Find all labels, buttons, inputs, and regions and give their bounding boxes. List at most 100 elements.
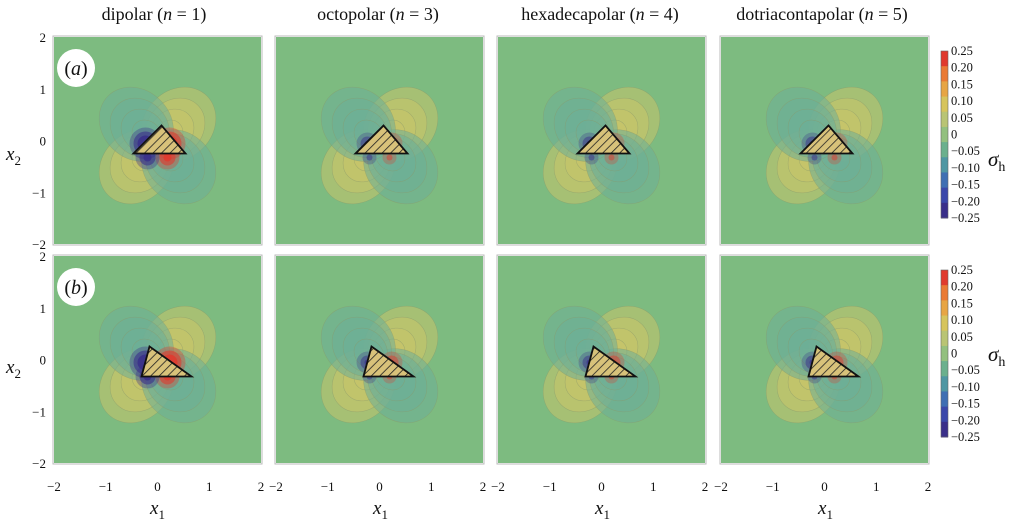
colorbar-tick-label: −0.05 xyxy=(951,144,980,158)
colorbar-tick-label: 0.05 xyxy=(951,111,973,125)
x-tick-label: 0 xyxy=(376,479,383,494)
colorbar-swatch xyxy=(941,330,948,347)
x-tick-label: 0 xyxy=(154,479,161,494)
inclusion-triangle xyxy=(575,124,632,155)
x-axis-label-1: x1 xyxy=(149,498,165,522)
colorbar-swatch xyxy=(941,361,948,377)
x-tick-label: 1 xyxy=(873,479,880,494)
y-tick-label: 2 xyxy=(40,249,47,264)
colorbar-swatch xyxy=(941,81,948,98)
x-tick-label: −2 xyxy=(491,479,505,494)
x-tick-label: −1 xyxy=(543,479,557,494)
x-tick-label: 0 xyxy=(598,479,605,494)
x-tick-label: 2 xyxy=(258,479,265,494)
panel-b-4 xyxy=(496,254,707,465)
panel-a-3 xyxy=(274,35,485,246)
x-tick-labels: −2 −1 0 1 2 −2 −1 0 1 2 −2 −1 0 1 2 −2 −1 0 1 2 xyxy=(47,479,931,494)
panel-b-5 xyxy=(719,254,930,465)
panel-a-1: (a) xyxy=(52,35,263,246)
y-tick-label: 2 xyxy=(40,30,47,45)
panel-label: (b) xyxy=(64,277,87,299)
column-title-1: dipolar (n = 1) xyxy=(102,4,207,25)
inclusion-triangle xyxy=(807,345,862,378)
colorbar-swatch xyxy=(941,111,948,128)
panels: (a) (b) xyxy=(52,35,930,465)
colorbar-tick-label: −0.10 xyxy=(951,380,980,394)
x-tick-label: 1 xyxy=(428,479,435,494)
colorbar-tick-label: 0.20 xyxy=(951,61,973,75)
x-tick-label: 2 xyxy=(925,479,932,494)
inclusion-triangle xyxy=(353,124,410,155)
y-tick-label: −2 xyxy=(32,456,46,471)
colorbar-swatch xyxy=(941,345,948,362)
x-tick-label: 2 xyxy=(702,479,709,494)
colorbar-swatch xyxy=(941,202,948,219)
column-titles: dipolar (n = 1) octopolar (n = 3) hexade… xyxy=(102,4,908,25)
colorbar-tick-label: −0.25 xyxy=(951,211,980,225)
colorbar-tick-label: 0.15 xyxy=(951,77,973,91)
colorbar-swatch xyxy=(941,96,948,113)
panel-a-4 xyxy=(496,35,707,246)
y-tick-label: 1 xyxy=(40,301,47,316)
colorbar-tick-label: −0.15 xyxy=(951,397,980,411)
colorbar-tick-label: 0.20 xyxy=(951,280,973,294)
y-tick-label: −2 xyxy=(32,237,46,252)
x-tick-label: 1 xyxy=(206,479,213,494)
colorbar-tick-label: 0.15 xyxy=(951,296,973,310)
x-tick-label: −1 xyxy=(99,479,113,494)
inclusion-triangle xyxy=(584,345,639,378)
colorbar-tick-label: 0.10 xyxy=(951,94,973,108)
colorbar-tick-label: −0.20 xyxy=(951,194,980,208)
y-tick-label: 1 xyxy=(40,82,47,97)
column-title-4: dotriacontapolar (n = 5) xyxy=(736,4,908,25)
inclusion-triangle xyxy=(798,124,855,155)
colorbar-bottom: 0.25 0.20 0.15 0.10 0.05 0 −0.05 −0.10 −0.15 −0.2… xyxy=(940,263,980,444)
x-tick-label: 0 xyxy=(821,479,828,494)
colorbar-swatch xyxy=(941,300,948,317)
colorbar-swatch xyxy=(941,285,948,301)
colorbar-tick-label: −0.25 xyxy=(951,430,980,444)
x-tick-label: −2 xyxy=(47,479,61,494)
colorbar-swatch xyxy=(941,51,948,67)
panel-label-badge xyxy=(57,49,95,87)
colorbar-tick-label: −0.10 xyxy=(951,161,980,175)
x-tick-label: 1 xyxy=(650,479,657,494)
colorbar-titles: σh σh xyxy=(988,147,1005,370)
colorbar-swatch xyxy=(941,187,948,204)
colorbar-tick-label: 0 xyxy=(951,128,957,142)
x-axis-label-2: x1 xyxy=(372,498,388,522)
panel-label: (a) xyxy=(64,58,87,80)
panel-b-1: (b) xyxy=(52,254,263,465)
x-tick-label: −1 xyxy=(321,479,335,494)
inclusion-triangle xyxy=(140,345,195,378)
column-title-3: hexadecapolar (n = 4) xyxy=(521,4,679,25)
colorbar-title-top: σh xyxy=(988,147,1005,175)
x-tick-label: −2 xyxy=(714,479,728,494)
x-axis-label-3: x1 xyxy=(594,498,610,522)
y-axis-label-bottom: x2 xyxy=(5,357,21,381)
y-tick-label: 0 xyxy=(40,134,47,149)
inclusion-triangle xyxy=(362,345,417,378)
colorbar-swatch xyxy=(941,391,948,408)
y-tick-label: −1 xyxy=(32,404,46,419)
y-axis-label-top: x2 xyxy=(5,144,21,168)
colorbar-swatch xyxy=(941,421,948,438)
x-tick-label: −2 xyxy=(269,479,283,494)
colorbar-swatch xyxy=(941,315,948,332)
colorbar-swatch xyxy=(941,172,948,189)
colorbars: 0.25 0.20 0.15 0.10 0.05 0 −0.05 −0.10 −0.15 −0.2… xyxy=(940,44,980,444)
panel-a-5 xyxy=(719,35,930,246)
colorbar-swatch xyxy=(941,270,948,286)
x-tick-label: 2 xyxy=(480,479,487,494)
panel-label-badge xyxy=(57,268,95,306)
panel-b-3 xyxy=(274,254,485,465)
colorbar-tick-label: 0.10 xyxy=(951,313,973,327)
colorbar-tick-label: 0.05 xyxy=(951,330,973,344)
colorbar-swatch xyxy=(941,126,948,143)
y-tick-label: −1 xyxy=(32,185,46,200)
colorbar-swatch xyxy=(941,157,948,173)
colorbar-tick-label: 0.25 xyxy=(951,44,973,58)
inclusion-triangle xyxy=(131,124,188,155)
